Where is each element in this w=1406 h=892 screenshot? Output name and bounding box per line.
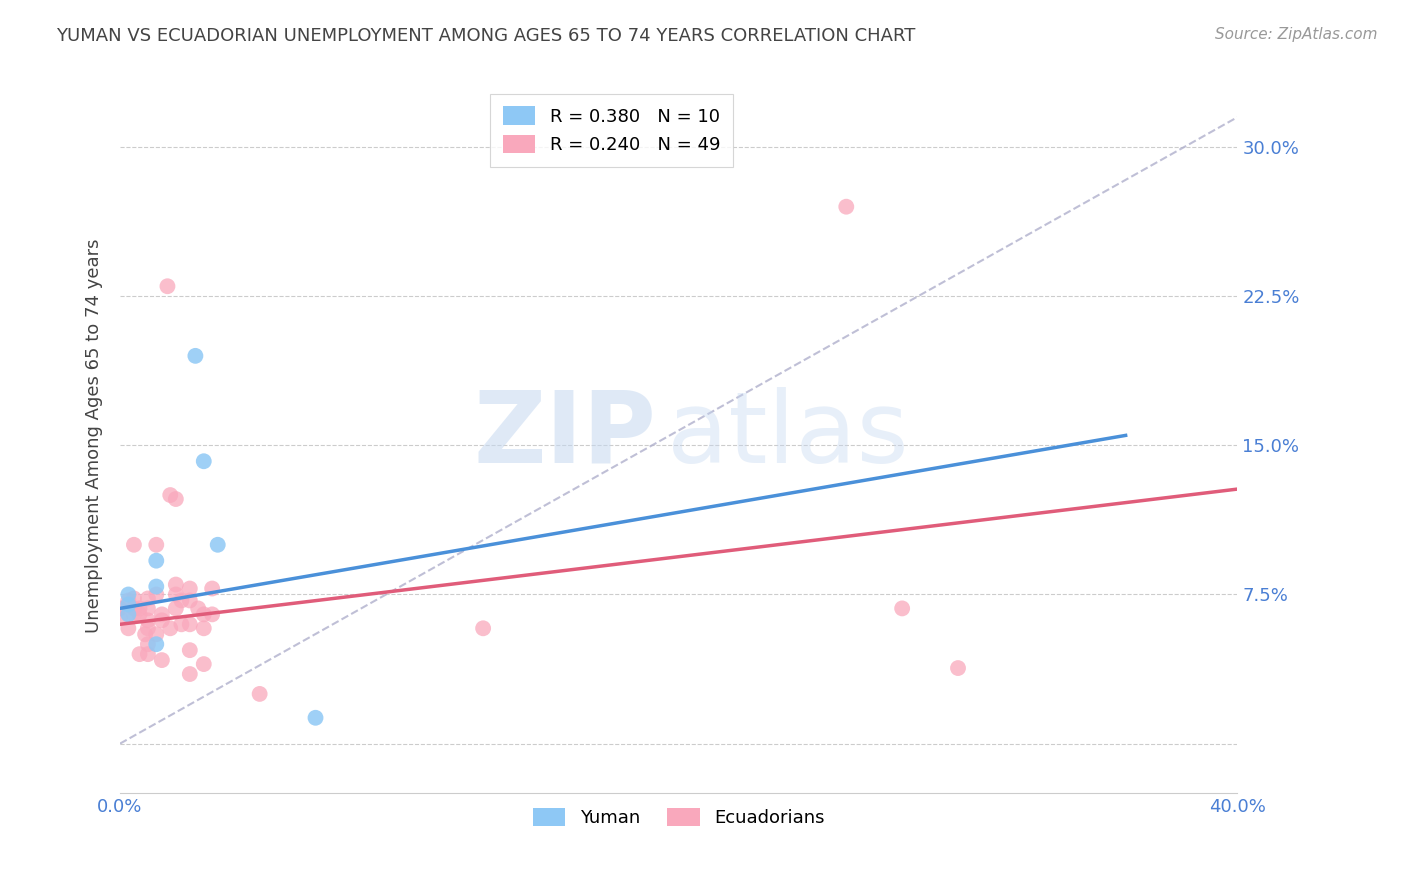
Point (193, 657, 215, 671)
Legend: Yuman, Ecuadorians: Yuman, Ecuadorians (526, 801, 832, 834)
Point (136, 601, 159, 615)
Point (128, 607, 150, 622)
Point (122, 591, 145, 606)
Point (179, 617, 201, 632)
Point (108, 601, 131, 615)
Point (156, 279, 179, 293)
Point (891, 601, 914, 615)
Y-axis label: Unemployment Among Ages 65 to 74 years: Unemployment Among Ages 65 to 74 years (86, 238, 103, 632)
Point (122, 607, 145, 622)
Point (184, 349, 207, 363)
Point (117, 621, 139, 635)
Point (207, 538, 229, 552)
Point (179, 593, 201, 607)
Point (117, 607, 139, 622)
Point (134, 627, 156, 641)
Point (136, 591, 159, 606)
Point (201, 607, 224, 622)
Point (159, 621, 181, 635)
Point (145, 538, 167, 552)
Point (201, 582, 224, 596)
Point (170, 593, 193, 607)
Point (835, 200, 858, 214)
Point (145, 580, 167, 594)
Point (179, 582, 201, 596)
Point (128, 601, 150, 615)
Point (187, 601, 209, 615)
Point (165, 601, 187, 615)
Point (117, 587, 139, 601)
Point (145, 587, 167, 601)
Point (108, 611, 131, 625)
Point (946, 661, 969, 675)
Point (122, 538, 145, 552)
Point (136, 647, 159, 661)
Point (193, 454, 215, 468)
Point (472, 621, 495, 635)
Point (136, 613, 159, 627)
Point (150, 613, 173, 627)
Point (193, 607, 215, 622)
Point (179, 643, 201, 657)
Point (145, 554, 167, 568)
Point (136, 637, 159, 651)
Point (128, 647, 150, 661)
Point (165, 587, 187, 601)
Point (249, 687, 271, 701)
Point (117, 598, 139, 612)
Text: ZIP: ZIP (474, 387, 657, 483)
Point (117, 593, 139, 607)
Point (170, 617, 193, 632)
Point (136, 621, 159, 635)
Text: Source: ZipAtlas.com: Source: ZipAtlas.com (1215, 27, 1378, 42)
Point (304, 711, 326, 725)
Point (150, 653, 173, 667)
Text: YUMAN VS ECUADORIAN UNEMPLOYMENT AMONG AGES 65 TO 74 YEARS CORRELATION CHART: YUMAN VS ECUADORIAN UNEMPLOYMENT AMONG A… (56, 27, 915, 45)
Point (145, 637, 167, 651)
Text: atlas: atlas (668, 387, 910, 483)
Point (122, 601, 145, 615)
Point (193, 621, 215, 635)
Point (145, 627, 167, 641)
Point (165, 577, 187, 591)
Point (165, 491, 187, 506)
Point (159, 488, 181, 502)
Point (179, 667, 201, 681)
Point (150, 607, 173, 622)
